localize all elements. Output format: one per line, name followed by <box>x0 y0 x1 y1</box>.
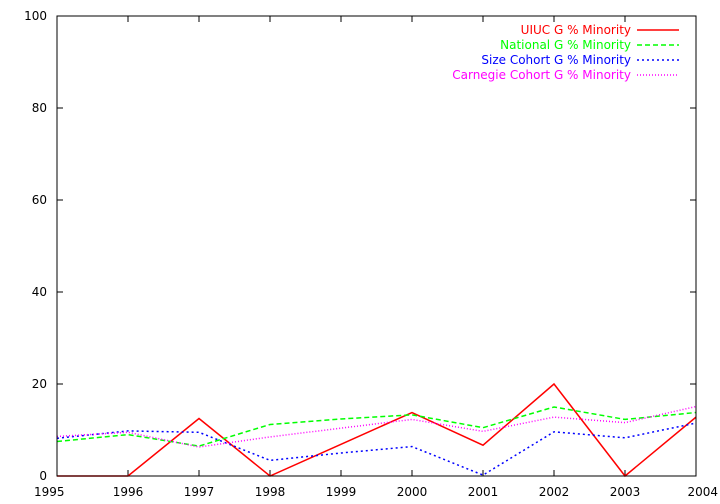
x-tick-label: 2002 <box>539 485 570 499</box>
legend-label-4: Carnegie Cohort G % Minority <box>452 68 631 82</box>
x-tick-label: 1998 <box>255 485 286 499</box>
y-tick-label: 100 <box>24 9 47 23</box>
x-tick-label: 2001 <box>468 485 499 499</box>
y-tick-label: 80 <box>32 101 47 115</box>
legend-label-2: National G % Minority <box>500 38 631 52</box>
y-tick-label: 60 <box>32 193 47 207</box>
y-tick-label: 20 <box>32 377 47 391</box>
legend-label-1: UIUC G % Minority <box>521 23 631 37</box>
legend-label-3: Size Cohort G % Minority <box>481 53 631 67</box>
x-tick-label: 1996 <box>113 485 144 499</box>
x-tick-label: 1999 <box>326 485 357 499</box>
x-tick-label: 2003 <box>610 485 641 499</box>
plot-frame <box>56 15 697 477</box>
x-tick-label: 2004 <box>687 485 718 499</box>
x-tick-label: 1995 <box>34 485 65 499</box>
series-line-2 <box>56 406 697 447</box>
y-tick-label: 40 <box>32 285 47 299</box>
y-tick-label: 0 <box>39 469 47 483</box>
x-tick-label: 1997 <box>184 485 215 499</box>
x-tick-label: 2000 <box>397 485 428 499</box>
axis-ticks: 1995 1996 1997 1998 1999 2000 2001 2002 2003 2004… <box>24 9 718 499</box>
series-lines <box>56 382 697 478</box>
series-line-3 <box>56 422 697 476</box>
series-line-1 <box>57 382 697 478</box>
